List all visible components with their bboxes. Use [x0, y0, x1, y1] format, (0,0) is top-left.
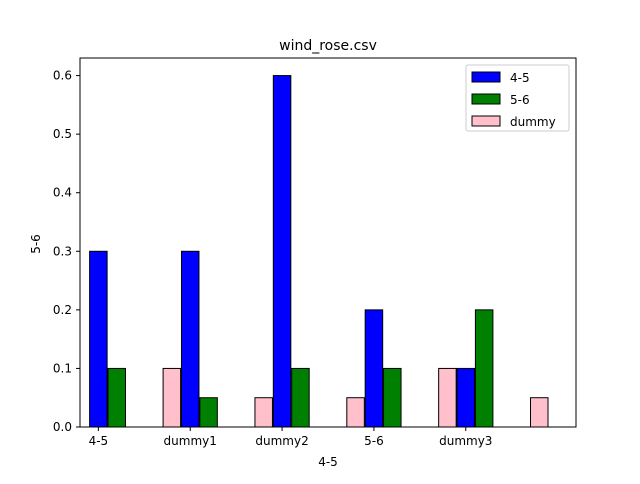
- bar-5-6-4: [474, 309, 494, 428]
- x-tick-label: dummy2: [255, 434, 308, 448]
- bar-dummy-0: [162, 367, 182, 428]
- bar-dummy-3: [438, 367, 457, 428]
- axes-layer: 0.0 0.1 0.2 0.3 0.4 0.5 0.6 4-5 dummy1 dummy2 5-6 d…: [53, 57, 577, 448]
- bar-5-6-1: [199, 397, 218, 428]
- bar-5-6-3: [383, 367, 402, 428]
- y-tick-label: 0.6: [53, 69, 72, 83]
- y-tick-label: 0.2: [53, 303, 72, 317]
- bar-dummy-4: [530, 397, 549, 428]
- legend-label-dummy: dummy: [510, 115, 556, 129]
- bar-5-6-2: [291, 367, 310, 428]
- y-tick-label: 0.4: [53, 186, 72, 200]
- legend-swatch-dummy: [471, 115, 501, 127]
- bars-layer: [89, 75, 549, 428]
- bar-5-6-0: [107, 367, 126, 428]
- legend-swatch-4-5: [471, 71, 501, 83]
- bar-4-5-2: [272, 75, 292, 428]
- bar-4-5-3: [364, 309, 384, 428]
- plot-frame: [79, 57, 577, 428]
- chart-title: wind_rose.csv: [279, 38, 377, 54]
- bar-dummy-2: [346, 397, 365, 428]
- x-tick-label: 5-6: [364, 434, 384, 448]
- x-axis-label: 4-5: [318, 455, 338, 469]
- x-tick-label: 4-5: [89, 434, 109, 448]
- legend: 4-5 5-6 dummy: [465, 64, 570, 132]
- x-tick-label: dummy3: [439, 434, 492, 448]
- y-tick-label: 0.3: [53, 244, 72, 258]
- bar-4-5-1: [180, 250, 200, 428]
- x-tick-label: dummy1: [164, 434, 217, 448]
- y-tick-label: 0.5: [53, 127, 72, 141]
- y-tick-label: 0.1: [53, 361, 72, 375]
- legend-label-5-6: 5-6: [510, 93, 530, 107]
- bar-4-5-0: [89, 250, 108, 428]
- y-axis-label: 5-6: [29, 234, 43, 254]
- bar-4-5-4: [456, 367, 476, 428]
- bar-dummy-1: [254, 397, 273, 428]
- legend-swatch-5-6: [471, 93, 501, 105]
- y-tick-label: 0.0: [53, 420, 72, 434]
- legend-label-4-5: 4-5: [510, 71, 530, 85]
